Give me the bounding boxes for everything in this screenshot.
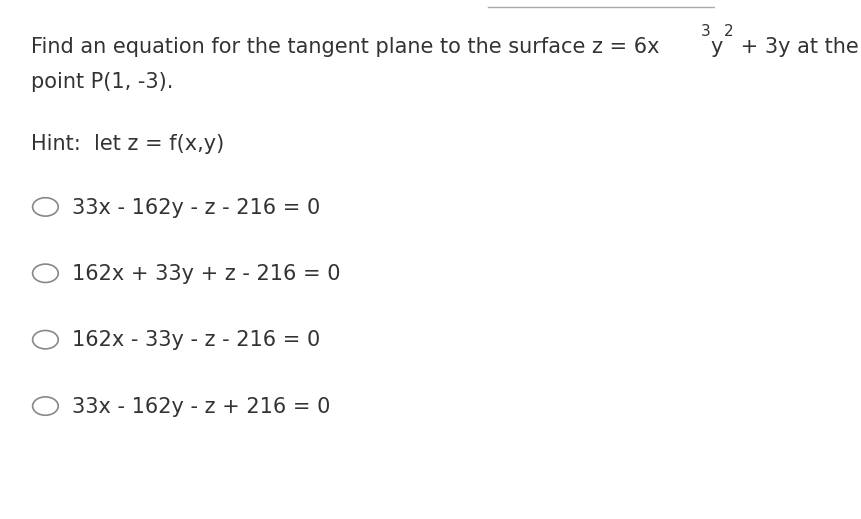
Text: 3: 3: [700, 24, 709, 39]
Text: 162x - 33y - z - 216 = 0: 162x - 33y - z - 216 = 0: [71, 330, 319, 350]
Text: Find an equation for the tangent plane to the surface z = 6x: Find an equation for the tangent plane t…: [31, 37, 659, 57]
Text: 33x - 162y - z + 216 = 0: 33x - 162y - z + 216 = 0: [71, 397, 330, 417]
Text: 2: 2: [723, 24, 733, 39]
Text: 33x - 162y - z - 216 = 0: 33x - 162y - z - 216 = 0: [71, 198, 319, 217]
Text: Hint:  let z = f(x,y): Hint: let z = f(x,y): [31, 134, 224, 154]
Text: 162x + 33y + z - 216 = 0: 162x + 33y + z - 216 = 0: [71, 264, 340, 284]
Text: y: y: [710, 37, 722, 57]
Text: + 3y at the: + 3y at the: [734, 37, 858, 57]
Text: point P(1, -3).: point P(1, -3).: [31, 73, 173, 92]
